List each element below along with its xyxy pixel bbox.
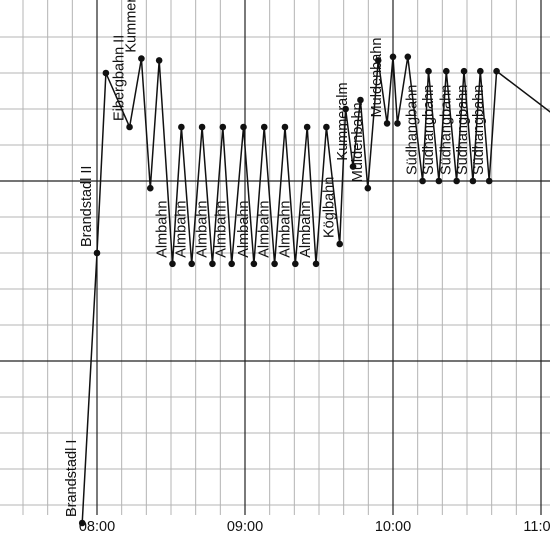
data-point [303,123,311,131]
data-point [126,123,133,131]
x-tick-label: 09:00 [227,519,263,535]
point-label: Almbahn [214,201,230,258]
data-point [349,163,357,170]
data-point [460,67,468,75]
data-point [138,55,145,62]
point-label: Almbahn [298,201,314,258]
x-tick-label: 10:00 [375,519,411,535]
data-point [219,123,227,131]
data-point [93,249,101,257]
point-label: Muldenbahn [350,102,366,182]
data-point [453,177,460,185]
x-tick-label: 08:00 [79,519,115,535]
data-point [357,96,364,104]
data-point [404,53,412,61]
data-point [469,177,477,185]
point-label: Almbahn [154,201,170,258]
data-point [169,260,176,268]
data-point [477,67,484,75]
data-point [209,260,216,268]
elevation-line [81,56,550,524]
point-label: Almbahn [174,201,190,258]
data-point [250,260,258,268]
point-label: Almbahn [236,201,252,258]
point-label: Almbahn [277,201,293,258]
series-trace [81,56,550,524]
data-points [78,53,500,527]
data-point [383,120,391,127]
data-point [435,177,443,185]
data-point [292,260,299,268]
data-point [102,69,110,77]
point-label: Brandstadl I [64,440,80,517]
point-label: Kummeralm [335,82,351,160]
data-point [425,67,432,75]
data-point [374,57,382,64]
data-point [240,123,247,131]
data-point [323,123,330,131]
data-point [155,57,163,64]
point-label: Südhangbahn [455,85,471,175]
point-label: Südhangbahn [421,85,437,175]
point-label: Kummeralm [123,0,139,53]
point-label: Südhangbahn [405,85,421,175]
data-point [188,260,196,268]
point-label: Brandstadl II [79,166,95,247]
x-tick-label: 11:00 [523,519,550,535]
data-point [271,260,278,268]
point-label: Eibergbahn II [112,35,128,121]
data-point [336,240,344,248]
data-point [228,260,235,268]
point-label: Südhangbahn [439,85,455,175]
data-point [364,184,372,192]
data-point [419,177,426,185]
data-point [198,123,206,131]
data-point [442,67,450,75]
x-axis-ticks: 08:00 09:00 10:00 11:00 [79,519,550,535]
data-point [312,260,320,268]
data-point [78,519,86,527]
point-label: Almbahn [194,201,210,258]
data-point [178,123,185,131]
point-label: Muldenbahn [369,38,385,118]
data-point [146,184,154,192]
data-point [493,67,500,75]
point-label: Südhangbahn [471,85,487,175]
data-point [485,177,493,185]
data-point [281,123,289,131]
data-point [260,123,268,131]
data-point [342,105,349,113]
point-label: Almbahn [257,201,273,258]
point-label: Köglbahn [322,177,338,238]
data-point [394,120,401,127]
data-point [389,53,397,61]
